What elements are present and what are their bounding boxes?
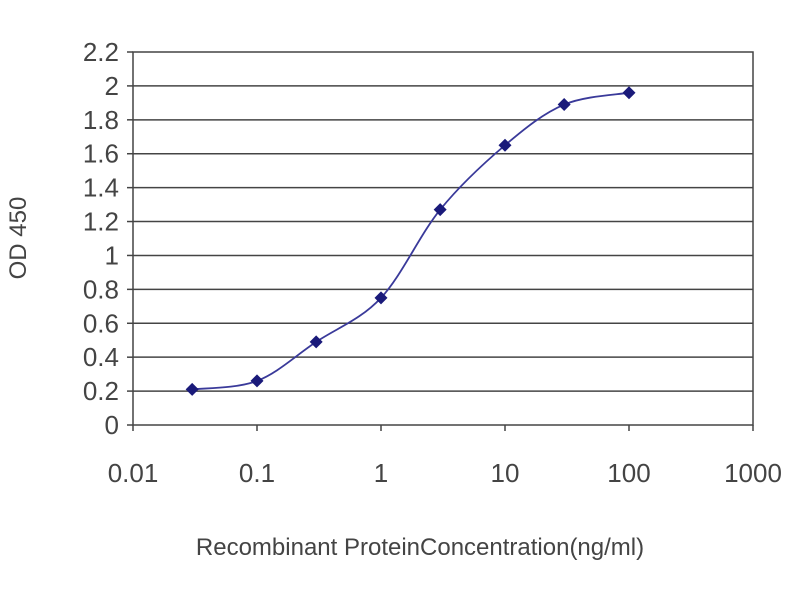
y-tick-label: 1.8: [83, 105, 119, 135]
data-points: [185, 86, 636, 396]
y-tick-label: 1.6: [83, 139, 119, 169]
x-tick-label: 0.01: [108, 458, 159, 488]
data-point: [498, 138, 512, 152]
y-tick-label: 0: [105, 410, 119, 440]
data-point: [374, 291, 388, 305]
y-axis-ticks: 0 0.2 0.4 0.6 0.8 11.2 1.4 1.6 1.8 2 2.2: [83, 37, 133, 440]
y-axis-title: OD 450: [5, 197, 32, 280]
y-tick-label: 1.4: [83, 173, 119, 203]
y-tick-label: 2: [105, 71, 119, 101]
plot-area: [132, 51, 754, 426]
data-point: [557, 98, 571, 112]
y-tick-label: 0.8: [83, 274, 119, 304]
y-tick-label: 1.2: [83, 207, 119, 237]
x-tick-label: 100: [607, 458, 650, 488]
x-tick-label: 1: [374, 458, 388, 488]
y-tick-label: 0.6: [83, 308, 119, 338]
grid-lines: [133, 85, 753, 392]
data-point: [433, 203, 447, 217]
data-point: [309, 335, 323, 349]
data-point: [185, 382, 199, 396]
data-point: [250, 374, 264, 388]
series-line: [192, 91, 630, 391]
x-axis-ticks: 0.01 0.1 1 10 100 1000: [108, 425, 782, 488]
x-tick-label: 10: [491, 458, 520, 488]
data-point: [622, 86, 636, 100]
x-tick-label: 0.1: [239, 458, 275, 488]
x-axis-title: Recombinant ProteinConcentration(ng/ml): [196, 534, 644, 561]
y-tick-label: 0.4: [83, 342, 119, 372]
y-tick-label: 0.2: [83, 376, 119, 406]
y-tick-label: 1: [105, 240, 119, 270]
x-tick-label: 1000: [724, 458, 782, 488]
y-tick-label: 2.2: [83, 37, 119, 67]
